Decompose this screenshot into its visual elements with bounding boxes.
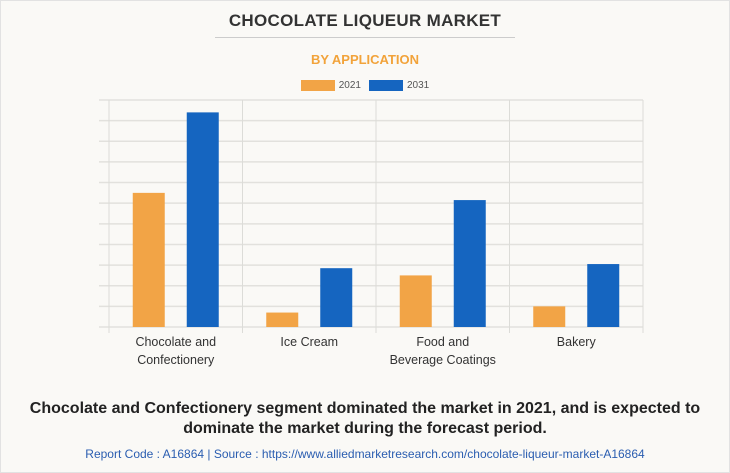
bar-2021-1 — [266, 312, 299, 327]
bar-2031-2 — [453, 200, 486, 327]
bar-2031-3 — [587, 264, 620, 327]
legend-swatch-2031 — [369, 80, 403, 91]
x-tick-label: Chocolate and — [135, 335, 216, 349]
bar-2031-1 — [320, 268, 353, 327]
title-divider — [215, 37, 515, 38]
plot-area: Chocolate and Confectionery Ice Cream Food … — [99, 99, 644, 367]
legend-swatch-2021 — [300, 80, 335, 91]
chart-summary: Chocolate and Confectionery segment domi… — [29, 400, 701, 437]
bar-2031-0 — [186, 112, 219, 327]
x-tick-label: Food and — [416, 335, 469, 349]
chart-title: CHOCOLATE LIQUEUR MARKET — [228, 11, 502, 30]
x-tick-label: Confectionery — [137, 353, 215, 367]
bar-2021-0 — [132, 192, 165, 327]
legend-label-2021: 2021 — [338, 80, 361, 91]
x-tick-label: Bakery — [557, 335, 597, 349]
legend-item-2031[interactable]: 2031 — [369, 80, 429, 91]
x-tick-label: Ice Cream — [280, 335, 338, 349]
legend-label-2031: 2031 — [407, 80, 430, 91]
x-tick-label: Beverage Coatings — [390, 353, 496, 367]
legend-item-2021[interactable]: 2021 — [300, 80, 361, 91]
bar-2021-2 — [399, 275, 432, 327]
source-line: Report Code : A16864 | Source : https://… — [85, 447, 645, 461]
bar-2021-3 — [533, 306, 566, 327]
chart-subtitle: BY APPLICATION — [310, 52, 420, 67]
legend: 2021 2031 — [0, 80, 730, 91]
